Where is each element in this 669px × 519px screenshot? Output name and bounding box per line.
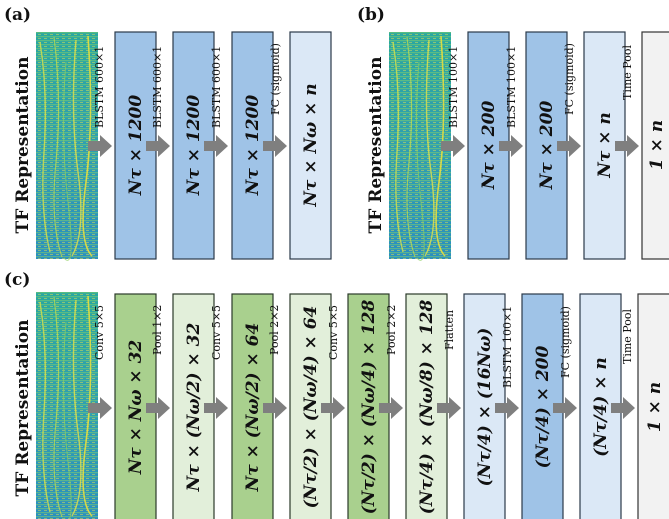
arrow-b-3 <box>557 135 581 157</box>
block-text-a-3: Nτ × 1200 <box>243 95 263 197</box>
op-label-c-8: BLSTM 100×1 <box>501 306 514 388</box>
op-label-c-2: Pool 1×2 <box>151 305 164 355</box>
arrow-c-7 <box>437 397 461 419</box>
tf-representation-label-b: TF Representation <box>366 57 386 234</box>
block-text-b-2: Nτ × 200 <box>537 101 557 191</box>
block-text-c-5: (Nτ/2) × (Nω/4) × 128 <box>359 300 379 515</box>
op-label-b-4: Time Pool <box>621 45 634 100</box>
arrow-c-3 <box>204 397 228 419</box>
op-label-c-3: Conv 5×5 <box>210 305 223 360</box>
op-label-a-1: BLSTM 600×1 <box>93 46 106 128</box>
op-label-c-4: Pool 2×2 <box>268 305 281 355</box>
block-text-a-2: Nτ × 1200 <box>184 95 204 197</box>
op-label-b-3: FC (sigmoid) <box>563 43 576 115</box>
panel-c: (c) TF Representation Conv 5×5 Nτ × Nω ×… <box>4 270 669 519</box>
op-label-a-2: BLSTM 600×1 <box>151 46 164 128</box>
arrow-c-9 <box>553 397 577 419</box>
tf-representation-label-c: TF Representation <box>13 320 33 497</box>
op-label-c-9: FC (sigmoid) <box>559 306 572 378</box>
arrow-c-10 <box>611 397 635 419</box>
block-text-a-4: Nτ × Nω × n <box>301 83 321 207</box>
arrow-b-2 <box>499 135 523 157</box>
panel-a: (a) TF Representation BLSTM 600×1 Nτ × 1… <box>4 5 332 262</box>
block-text-c-2: Nτ × (Nω/2) × 32 <box>184 323 204 493</box>
block-text-c-9: (Nτ/4) × n <box>591 357 611 457</box>
block-c-10 <box>637 293 669 519</box>
op-label-a-3: BLSTM 600×1 <box>210 46 223 128</box>
block-text-c-7: (Nτ/4) × (16Nω) <box>475 328 495 487</box>
arrow-c-6 <box>379 397 403 419</box>
arrow-c-4 <box>263 397 287 419</box>
block-text-c-3: Nτ × (Nω/2) × 64 <box>243 323 263 493</box>
block-text-c-4: (Nτ/2) × (Nω/4) × 64 <box>301 306 321 509</box>
op-label-c-1: Conv 5×5 <box>93 305 106 360</box>
tf-representation-label-a: TF Representation <box>13 57 33 234</box>
arrow-a-3 <box>204 135 228 157</box>
op-label-c-7: Flatten <box>443 310 456 350</box>
block-text-b-3: Nτ × n <box>595 112 615 178</box>
arrow-c-1 <box>88 397 112 419</box>
arrow-c-8 <box>495 397 519 419</box>
arrow-c-5 <box>321 397 345 419</box>
arrow-a-1 <box>88 135 112 157</box>
panel-label-c: (c) <box>4 270 30 290</box>
op-label-b-2: BLSTM 100×1 <box>505 46 518 128</box>
block-text-b-1: Nτ × 200 <box>479 101 499 191</box>
block-b-4 <box>641 31 669 260</box>
block-text-c-8: (Nτ/4) × 200 <box>533 345 553 468</box>
block-text-b-4: 1 × n <box>647 120 667 170</box>
arrow-a-2 <box>146 135 170 157</box>
arrow-c-2 <box>146 397 170 419</box>
panel-label-b: (b) <box>357 5 385 25</box>
arrow-b-4 <box>615 135 639 157</box>
block-text-c-10: 1 × n <box>645 382 665 432</box>
op-label-c-10: Time Pool <box>621 309 634 364</box>
op-label-c-6: Pool 2×2 <box>385 305 398 355</box>
block-a-4 <box>289 31 332 260</box>
block-text-a-1: Nτ × 1200 <box>126 95 146 197</box>
block-text-c-1: Nτ × Nω × 32 <box>126 340 146 476</box>
block-text-c-6: (Nτ/4) × (Nω/8) × 128 <box>417 300 437 515</box>
panel-label-a: (a) <box>4 5 31 25</box>
op-label-a-4: FC (sigmoid) <box>269 43 282 115</box>
arrow-b-1 <box>441 135 465 157</box>
op-label-b-1: BLSTM 100×1 <box>447 46 460 128</box>
arrow-a-4 <box>263 135 287 157</box>
panel-b: (b) TF Representation BLSTM 100×1 Nτ × 2… <box>357 5 669 262</box>
op-label-c-5: Conv 5×5 <box>327 305 340 360</box>
